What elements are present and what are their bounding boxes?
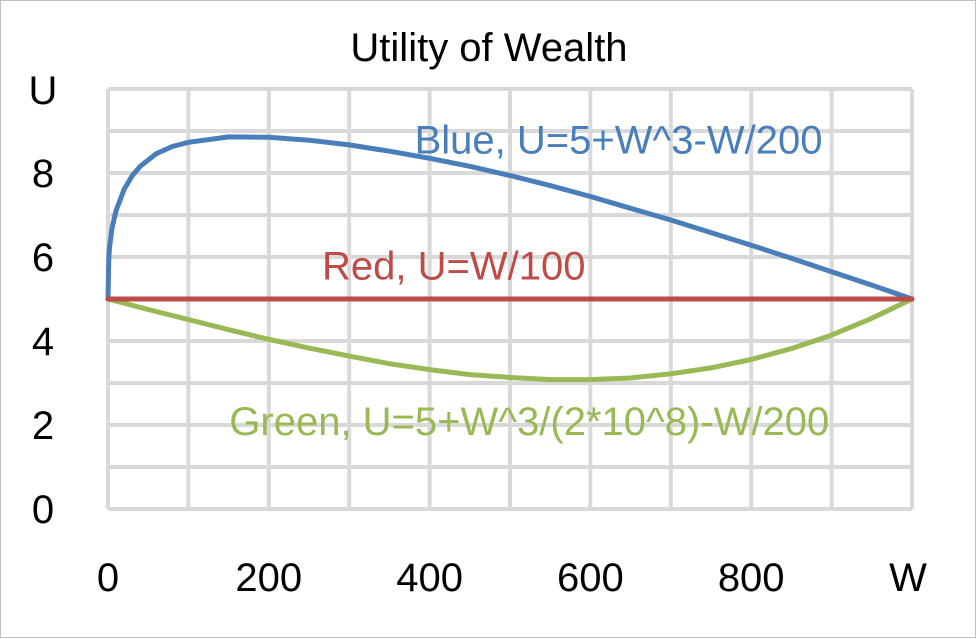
series-label-1: Red, U=W/100 xyxy=(322,244,585,288)
y-tick-label: 0 xyxy=(32,488,54,532)
series-label-2: Green, U=5+W^3/(2*10^8)-W/200 xyxy=(229,400,829,444)
chart-title: Utility of Wealth xyxy=(350,26,627,70)
tick-labels: 0 200 400 600 800 0 2 4 6 8 xyxy=(32,152,785,600)
series-line-0 xyxy=(105,134,915,302)
x-tick-label: 800 xyxy=(718,556,785,600)
x-axis-label: W xyxy=(889,556,927,600)
x-tick-label: 0 xyxy=(97,556,119,600)
y-tick-label: 2 xyxy=(32,404,54,448)
x-tick-label: 400 xyxy=(396,556,463,600)
grid-lines xyxy=(106,87,914,511)
x-tick-label: 600 xyxy=(557,556,624,600)
y-axis-label: U xyxy=(29,69,58,113)
series-line-2 xyxy=(105,296,915,383)
series-labels: Blue, U=5+W^3-W/200 Red, U=W/100 Green, U=… xyxy=(229,118,829,443)
y-tick-label: 6 xyxy=(32,236,54,280)
y-tick-label: 4 xyxy=(32,320,54,364)
series-layer xyxy=(105,134,915,383)
y-tick-label: 8 xyxy=(32,152,54,196)
series-label-0: Blue, U=5+W^3-W/200 xyxy=(415,118,823,162)
x-tick-label: 200 xyxy=(235,556,302,600)
